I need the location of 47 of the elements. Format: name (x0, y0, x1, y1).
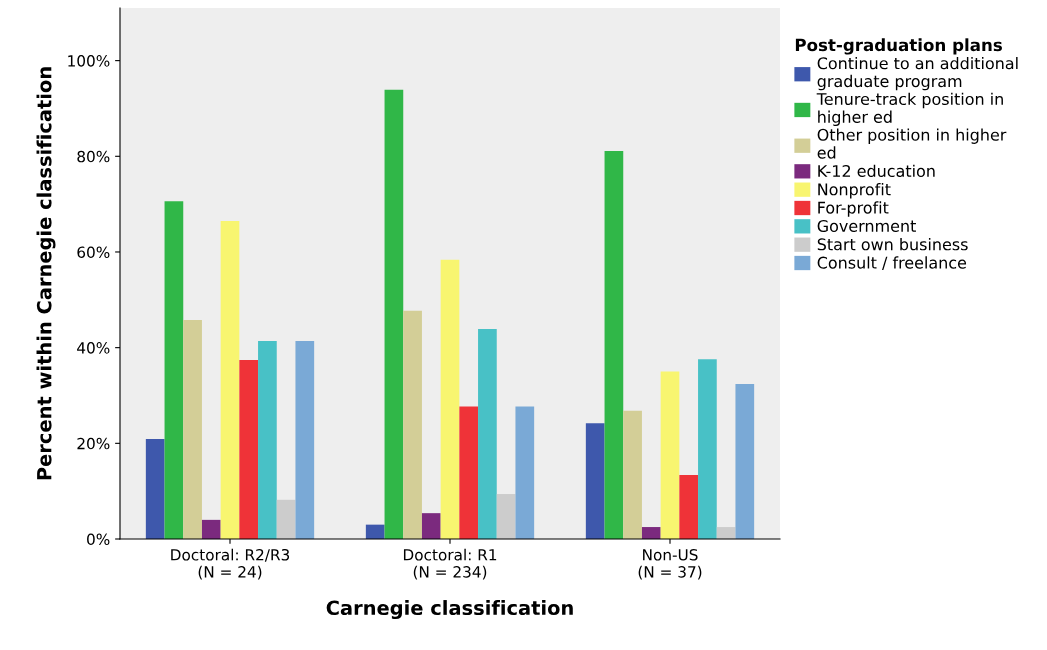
bar (735, 384, 755, 539)
y-tick-label: 40% (77, 342, 110, 354)
x-tick-label: Non-US (N = 37) (638, 548, 702, 580)
x-tick-label: Doctoral: R2/R3 (N = 24) (171, 548, 290, 580)
bar (459, 406, 479, 539)
bar (660, 371, 680, 539)
bar (258, 340, 277, 539)
y-axis-title: Percent within Carnegie classification (36, 67, 56, 480)
bar (183, 319, 202, 539)
legend-title: Post-graduation plans (795, 38, 1002, 55)
y-tick-label: 100% (68, 55, 110, 67)
y-tick-label: 60% (77, 246, 110, 258)
bar (384, 89, 404, 539)
bar (164, 201, 184, 539)
legend-label: Nonprofit (818, 183, 891, 199)
x-axis-title: Carnegie classification (326, 600, 573, 620)
bar (239, 360, 259, 539)
bar (295, 340, 315, 539)
legend-label: K-12 education (818, 164, 935, 178)
legend-label: Continue to an additional graduate program (817, 56, 1018, 91)
legend-label: Consult / freelance (817, 256, 967, 270)
legend-label: Start own business (817, 238, 968, 251)
bar (604, 151, 624, 539)
bar (145, 439, 165, 539)
bar (478, 328, 497, 539)
bar (403, 310, 422, 539)
bar (421, 513, 441, 539)
bar (641, 527, 661, 539)
bar (585, 423, 605, 539)
bar (276, 499, 296, 539)
legend-label: For-profit (818, 201, 889, 217)
bar (698, 359, 717, 539)
bar (201, 519, 221, 539)
legend-label: Other position in higher ed (817, 128, 1007, 159)
legend-label: Tenure-track position in higher ed (816, 92, 1003, 127)
x-tick-label: Doctoral: R1 (N = 234) (403, 548, 497, 580)
bar (220, 220, 240, 539)
y-tick-label: 80% (77, 150, 110, 163)
bar (623, 410, 642, 539)
bar (365, 524, 385, 539)
y-tick-label: 0% (87, 533, 110, 546)
bar (440, 259, 460, 539)
bar (515, 406, 535, 539)
bar (679, 474, 699, 539)
legend-label: Government (817, 219, 916, 233)
bar (496, 494, 516, 539)
y-tick-label: 20% (77, 437, 110, 450)
